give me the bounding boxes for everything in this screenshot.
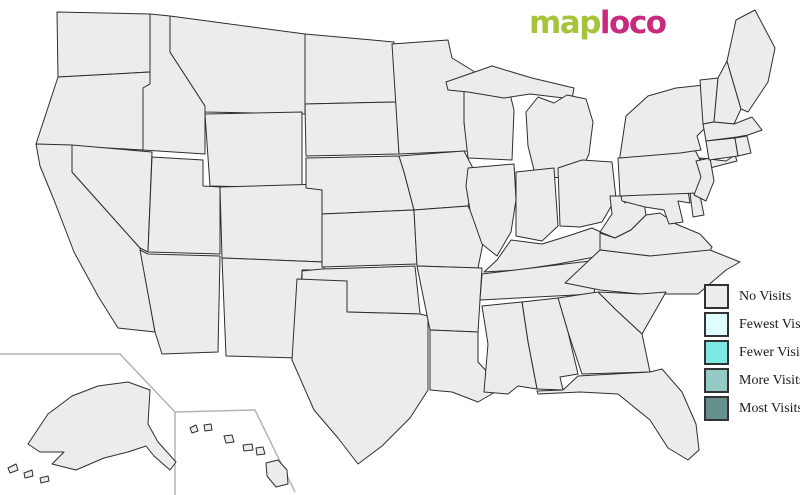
legend-row-most-visits: Most Visits: [704, 396, 800, 421]
alaska-aleutian-island: [23, 469, 34, 479]
legend-row-fewest-visits: Fewest Visits: [704, 312, 800, 337]
state-texas: [291, 278, 429, 465]
state-new-hampshire: [713, 60, 742, 125]
state-south-dakota: [304, 101, 400, 157]
legend-swatch-more-visits: [704, 368, 729, 393]
state-washington: [56, 11, 151, 78]
state-maine: [726, 9, 776, 113]
state-oregon: [35, 71, 151, 151]
legend-swatch-fewest-visits: [704, 312, 729, 337]
state-north-dakota: [304, 33, 397, 105]
state-alaska: [27, 381, 177, 471]
alaska-aleutian-island: [7, 463, 19, 474]
maploco-logo-loco-text: loco: [599, 5, 667, 41]
state-mississippi: [481, 301, 538, 395]
hawaii-island-maui: [255, 446, 266, 456]
state-missouri: [413, 205, 485, 269]
state-arizona: [139, 249, 221, 355]
legend-row-more-visits: More Visits: [704, 368, 800, 393]
maploco-logo: maploco: [529, 5, 667, 41]
hawaii-island-molokai: [242, 443, 254, 452]
state-nebraska: [305, 155, 415, 215]
hawaii-island-oahu: [223, 434, 235, 444]
legend-label-fewest-visits: Fewest Visits: [739, 316, 800, 332]
legend-swatch-most-visits: [704, 396, 729, 421]
state-rhode-island: [734, 135, 752, 157]
state-illinois: [465, 163, 517, 257]
legend-swatch-no-visits: [704, 284, 729, 309]
legend-row-fewer-visits: Fewer Visits: [704, 340, 800, 365]
legend-label-most-visits: Most Visits: [739, 400, 800, 416]
alaska-inset-box: [0, 353, 176, 495]
state-louisiana: [429, 329, 503, 403]
state-ohio: [557, 159, 617, 228]
visits-legend: No Visits Fewest Visits Fewer Visits Mor…: [704, 284, 800, 424]
state-connecticut: [705, 137, 739, 161]
state-wyoming: [204, 111, 303, 189]
state-nevada: [71, 144, 153, 253]
hawaii-island-kauai: [203, 423, 213, 432]
legend-row-no-visits: No Visits: [704, 284, 800, 309]
state-colorado: [219, 183, 325, 263]
state-indiana: [515, 167, 559, 242]
legend-label-no-visits: No Visits: [739, 288, 792, 304]
hawaii-island-big-island: [265, 459, 289, 488]
state-kansas: [321, 209, 418, 268]
state-georgia: [557, 291, 651, 375]
state-florida: [536, 368, 700, 461]
legend-label-fewer-visits: Fewer Visits: [739, 344, 800, 360]
hawaii-island-niihau: [189, 424, 199, 434]
state-maryland: [620, 190, 691, 225]
alaska-aleutian-island: [39, 475, 50, 484]
state-michigan-upper: [445, 65, 575, 100]
state-north-carolina: [564, 249, 741, 295]
state-new-york: [619, 84, 709, 159]
legend-swatch-fewer-visits: [704, 340, 729, 365]
state-michigan-lower: [525, 94, 594, 179]
legend-label-more-visits: More Visits: [739, 372, 800, 388]
maploco-logo-map-text: map: [529, 5, 601, 41]
